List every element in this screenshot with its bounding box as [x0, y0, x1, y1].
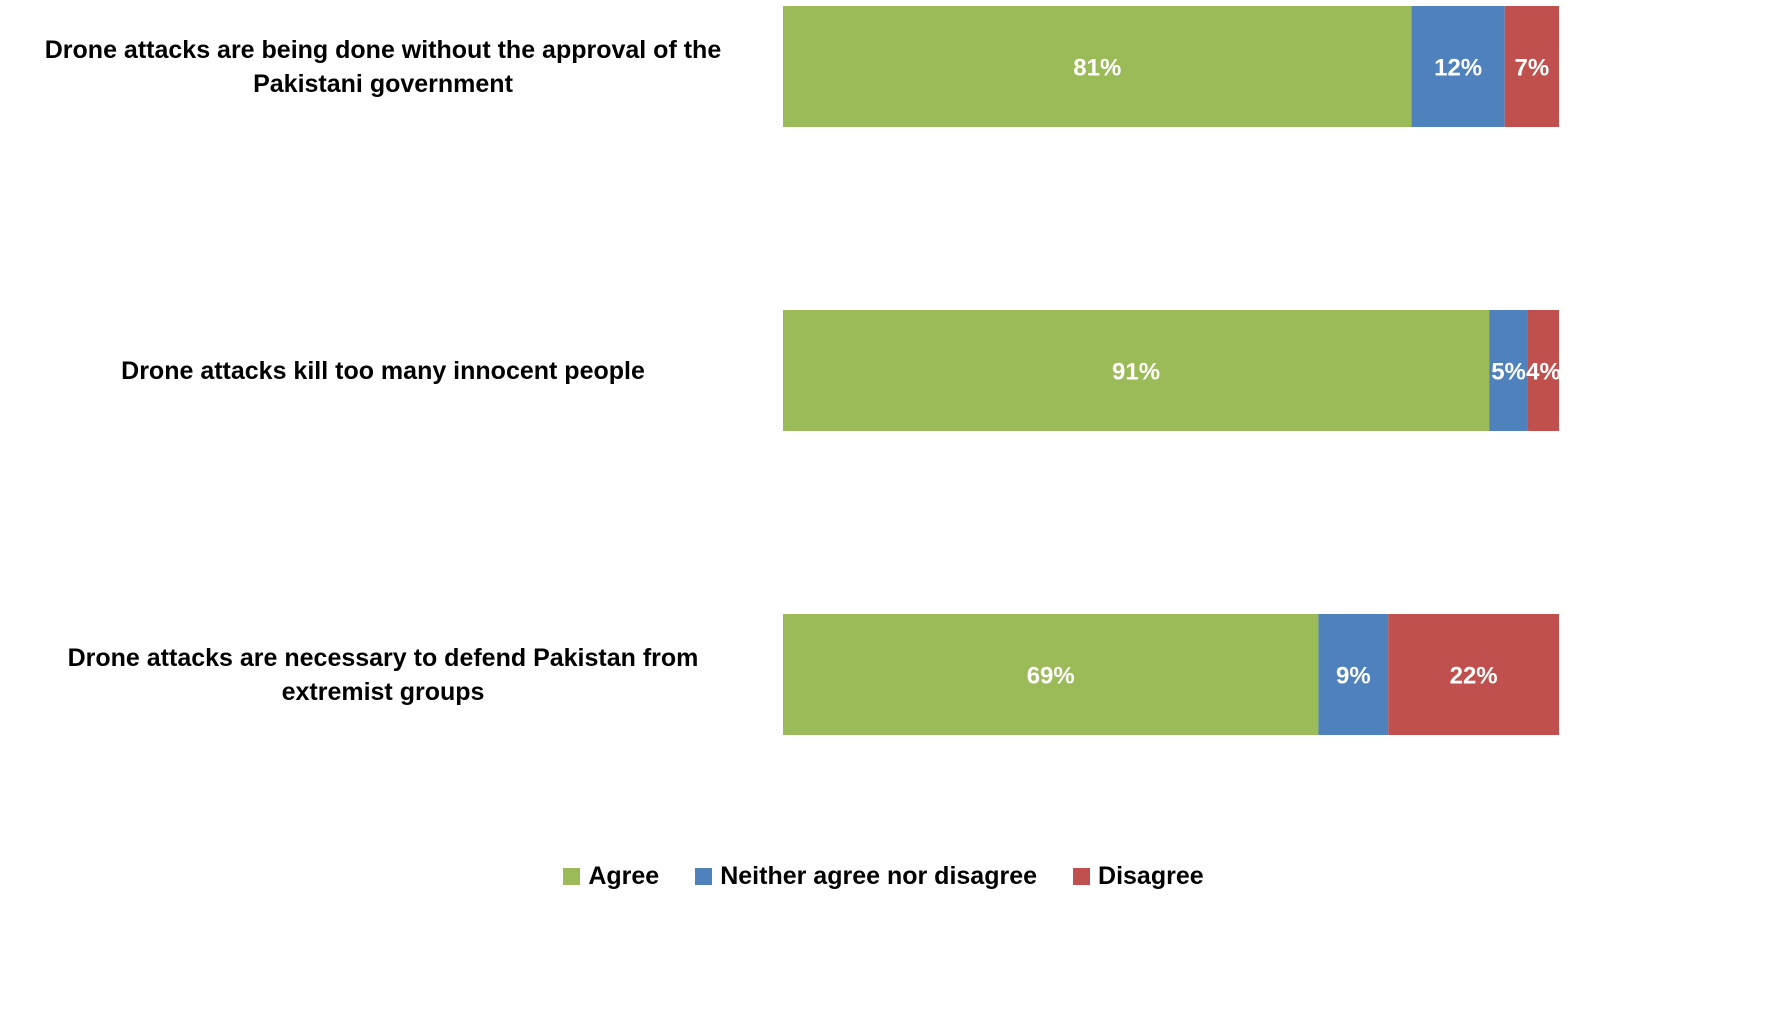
data-label-neither-1: 5% — [1491, 359, 1526, 386]
bar-agree-1 — [783, 310, 1490, 431]
bar-neither-2 — [1318, 614, 1389, 735]
legend-label-neither: Neither agree nor disagree — [720, 862, 1038, 890]
data-label-agree-0: 81% — [1073, 55, 1121, 82]
data-label-disagree-1: 4% — [1526, 359, 1561, 386]
category-label-wrap-1: Drone attacks kill too many innocent peo… — [10, 310, 756, 431]
bar-disagree-1 — [1527, 310, 1559, 431]
bar-neither-1 — [1489, 310, 1528, 431]
bar-disagree-0 — [1504, 6, 1559, 127]
legend-swatch-neither — [695, 868, 713, 885]
data-label-agree-1: 91% — [1112, 359, 1160, 386]
category-label-0: Drone attacks are being done without the… — [44, 35, 722, 98]
category-label-2: Drone attacks are necessary to defend Pa… — [67, 643, 699, 706]
data-label-disagree-0: 7% — [1514, 55, 1549, 82]
legend-label-agree: Agree — [588, 862, 660, 890]
data-label-agree-2: 69% — [1027, 663, 1075, 690]
legend-swatch-agree — [563, 868, 581, 885]
bar-agree-2 — [783, 614, 1319, 735]
chart-legend: Agree Neither agree nor disagree Disagre… — [0, 862, 1767, 891]
legend-label-disagree: Disagree — [1098, 862, 1204, 890]
category-label-wrap-2: Drone attacks are necessary to defend Pa… — [10, 614, 756, 735]
legend-swatch-disagree — [1073, 868, 1091, 885]
bar-neither-0 — [1411, 6, 1505, 127]
category-label-wrap-0: Drone attacks are being done without the… — [10, 6, 756, 127]
category-label-1: Drone attacks kill too many innocent peo… — [121, 356, 645, 385]
data-label-neither-0: 12% — [1434, 55, 1482, 82]
data-label-neither-2: 9% — [1336, 663, 1371, 690]
legend-item-neither: Neither agree nor disagree — [695, 862, 1037, 891]
bar-agree-0 — [783, 6, 1412, 127]
data-label-disagree-2: 22% — [1450, 663, 1498, 690]
legend-item-agree: Agree — [563, 862, 659, 891]
legend-item-disagree: Disagree — [1073, 862, 1204, 891]
bar-disagree-2 — [1388, 614, 1559, 735]
